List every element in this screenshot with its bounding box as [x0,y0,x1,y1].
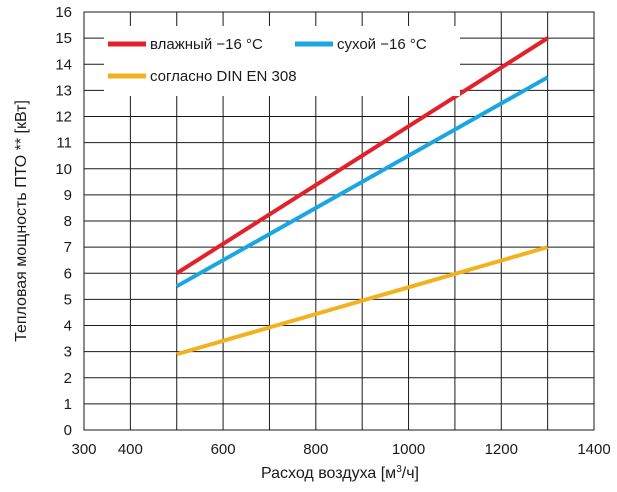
legend: влажный −16 °C сухой −16 °C согласно DIN… [104,26,460,96]
series-line-dry [175,75,549,289]
plot-frame [83,11,595,431]
y-axis-label: Тепловая мощность ПТО ** [кВт] [13,100,30,342]
x-tick-label: 600 [211,441,236,458]
y-tick-label: 14 [55,56,72,73]
x-tick-label: 1200 [485,441,518,458]
y-tick-label: 2 [64,370,72,387]
y-tick-label: 0 [64,422,72,439]
y-tick-label: 8 [64,213,72,230]
y-tick-label: 5 [64,291,72,308]
x-axis-label-text: Расход воздуха [261,465,376,482]
legend-label-dry: сухой −16 °C [337,36,427,53]
y-tick-label: 15 [55,30,72,47]
y-tick-label: 11 [56,135,72,152]
x-axis-label: Расход воздуха [м3/ч] [261,464,419,482]
x-tick-label: 1400 [577,441,610,458]
x-tick-label: 300 [71,441,96,458]
x-tick-label: 800 [303,441,328,458]
y-tick-label: 3 [64,344,72,361]
y-tick-label: 6 [64,265,72,282]
x-axis-unit-sup: 3 [396,464,402,475]
x-tick-label: 400 [118,441,143,458]
series-lines [175,36,549,357]
y-tick-label: 16 [55,4,72,21]
x-axis-ticks: 300 400 600 800 1000 1200 1400 [71,441,610,458]
x-axis-unit-suffix: /ч] [402,465,419,482]
y-tick-label: 4 [64,318,72,335]
y-tick-label: 13 [55,82,72,99]
y-tick-label: 9 [64,187,72,204]
x-tick-label: 1000 [392,441,425,458]
y-tick-label: 1 [64,396,72,413]
y-tick-label: 10 [55,161,72,178]
y-tick-label: 12 [55,109,72,126]
legend-background [104,26,460,96]
legend-label-humid: влажный −16 °C [150,36,263,53]
legend-label-din: согласно DIN EN 308 [150,68,297,85]
series-line-humid [175,36,549,275]
y-tick-label: 7 [64,239,72,256]
series-line-din [176,245,549,357]
x-axis-unit-prefix: [м [381,465,396,482]
